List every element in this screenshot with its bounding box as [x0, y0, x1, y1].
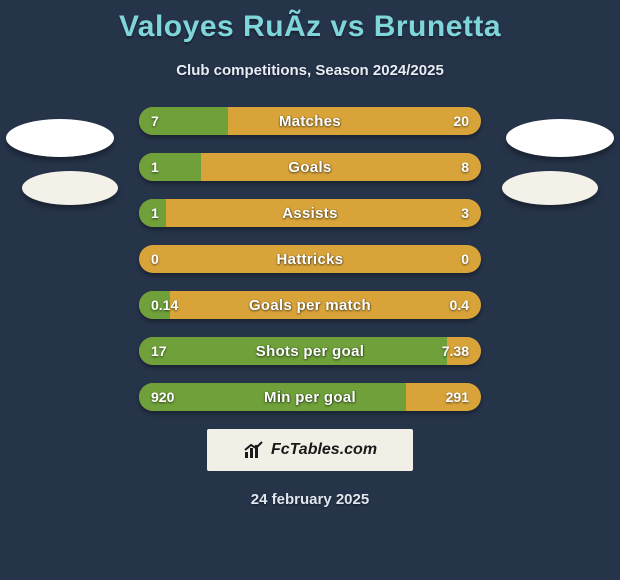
page-title: Valoyes RuÃ­z vs Brunetta — [0, 0, 620, 44]
stat-value-left: 17 — [151, 337, 167, 365]
left-player-ellipse — [6, 119, 114, 157]
brand-badge: FcTables.com — [207, 429, 413, 471]
stat-row: Goals per match0.14 0.4 — [139, 291, 481, 319]
stat-row: Goals1 8 — [139, 153, 481, 181]
stat-value-right: 20 — [453, 107, 469, 135]
brand-text: FcTables.com — [271, 441, 377, 459]
right-player-ellipse — [506, 119, 614, 157]
stat-row: Min per goal920 291 — [139, 383, 481, 411]
stat-value-left: 0 — [151, 245, 159, 273]
stat-value-right: 8 — [461, 153, 469, 181]
date-text: 24 february 2025 — [0, 491, 620, 508]
stat-value-right: 0 — [461, 245, 469, 273]
stat-value-right: 3 — [461, 199, 469, 227]
stat-value-right: 7.38 — [442, 337, 469, 365]
stat-row: Hattricks0 0 — [139, 245, 481, 273]
stat-value-right: 0.4 — [450, 291, 469, 319]
stat-value-left: 7 — [151, 107, 159, 135]
left-player-ellipse — [22, 171, 118, 205]
right-player-ellipse — [502, 171, 598, 205]
stat-row: Shots per goal17 7.38 — [139, 337, 481, 365]
stat-value-left: 1 — [151, 153, 159, 181]
stat-label: Matches — [139, 107, 481, 135]
stat-value-right: 291 — [446, 383, 469, 411]
stat-label: Hattricks — [139, 245, 481, 273]
comparison-chart: Matches720Goals18Assists13Hattricks00Goa… — [0, 107, 620, 411]
stat-label: Shots per goal — [139, 337, 481, 365]
stat-row: Assists1 3 — [139, 199, 481, 227]
stat-label: Assists — [139, 199, 481, 227]
stat-label: Goals — [139, 153, 481, 181]
stat-label: Min per goal — [139, 383, 481, 411]
stat-row: Matches7 20 — [139, 107, 481, 135]
stat-value-left: 920 — [151, 383, 174, 411]
stat-label: Goals per match — [139, 291, 481, 319]
subtitle: Club competitions, Season 2024/2025 — [0, 62, 620, 79]
stat-value-left: 0.14 — [151, 291, 178, 319]
stat-value-left: 1 — [151, 199, 159, 227]
chart-icon — [243, 440, 265, 460]
